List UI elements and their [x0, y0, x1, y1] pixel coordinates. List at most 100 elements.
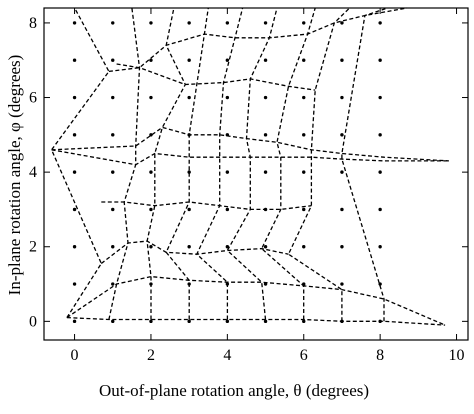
grid-point — [72, 21, 77, 25]
grid-point — [302, 245, 306, 249]
sample-grid-points — [72, 21, 382, 324]
grid-point — [225, 282, 230, 286]
grid-point — [302, 319, 306, 324]
grid-point — [340, 245, 344, 249]
mesh-column-line-5 — [226, 7, 278, 320]
grid-point — [378, 133, 382, 137]
grid-point — [378, 58, 382, 62]
grid-point — [378, 21, 382, 25]
grid-point — [340, 133, 344, 137]
grid-point — [149, 95, 153, 100]
grid-point — [187, 207, 191, 212]
grid-point — [111, 207, 115, 212]
grid-point — [149, 133, 153, 137]
grid-point — [378, 282, 382, 286]
grid-point — [111, 133, 115, 137]
grid-point — [111, 170, 115, 174]
mesh-column-line-4 — [196, 7, 244, 320]
x-tick-label: 0 — [71, 347, 79, 364]
y-tick-label: 8 — [29, 15, 37, 32]
grid-point — [302, 21, 306, 25]
grid-point — [378, 319, 382, 324]
grid-point — [72, 319, 77, 324]
warp-mesh — [50, 7, 449, 326]
grid-point — [72, 133, 77, 137]
mesh-column-line-1 — [108, 7, 141, 320]
grid-point — [225, 133, 230, 137]
grid-point — [263, 319, 268, 324]
grid-point — [302, 282, 306, 286]
grid-point — [302, 207, 306, 212]
axis-ticks: 0 2 4 6 8 10 0 2 4 6 8 — [29, 8, 468, 364]
grid-point — [225, 245, 230, 249]
grid-point — [149, 58, 153, 62]
x-tick-label: 6 — [300, 347, 308, 364]
mesh-row-line-7 — [108, 7, 408, 73]
y-tick-label: 4 — [29, 164, 37, 181]
grid-point — [340, 319, 344, 324]
x-axis-label: Out-of-plane rotation angle, θ (degrees) — [99, 381, 369, 400]
grid-point — [302, 170, 306, 174]
mesh-column-line-2 — [146, 7, 187, 320]
plot-frame — [43, 7, 469, 341]
grid-point — [72, 170, 77, 174]
grid-point — [187, 21, 191, 25]
grid-point — [302, 58, 306, 62]
grid-point — [302, 133, 306, 137]
grid-point — [187, 170, 191, 174]
grid-point — [111, 282, 115, 286]
grid-point — [149, 282, 153, 286]
y-axis-label: In-plane rotation angle, φ (degrees) — [5, 55, 24, 296]
grid-point — [149, 207, 153, 212]
grid-point — [149, 245, 153, 249]
mesh-row-line-1 — [66, 275, 446, 326]
grid-point — [149, 170, 153, 174]
grid-point — [340, 58, 344, 62]
mesh-column-line-8 — [341, 7, 389, 322]
grid-point — [111, 319, 115, 324]
grid-point — [263, 21, 268, 25]
x-tick-label: 8 — [376, 347, 384, 364]
axis-labels: Out-of-plane rotation angle, θ (degrees)… — [5, 55, 369, 400]
grid-point — [263, 95, 268, 100]
mesh-column-line-6 — [260, 7, 316, 320]
grid-point — [340, 282, 344, 286]
grid-point — [340, 207, 344, 212]
grid-point — [72, 245, 77, 249]
grid-point — [72, 282, 77, 286]
y-tick-label: 6 — [29, 90, 37, 107]
grid-point — [225, 58, 230, 62]
grid-point — [111, 245, 115, 249]
mesh-row-line-2 — [100, 240, 289, 265]
grid-point — [263, 245, 268, 249]
grid-point — [263, 58, 268, 62]
grid-point — [187, 282, 191, 286]
grid-point — [72, 58, 77, 62]
x-tick-label: 4 — [223, 347, 231, 364]
mesh-column-line-0 — [50, 7, 110, 318]
grid-point — [187, 58, 191, 62]
grid-point — [340, 95, 344, 100]
grid-point — [225, 207, 230, 212]
grid-point — [72, 95, 77, 100]
grid-point — [225, 95, 230, 100]
grid-point — [111, 58, 115, 62]
grid-point — [378, 170, 382, 174]
grid-point — [263, 207, 268, 212]
mesh-column-line-3 — [165, 7, 209, 320]
mesh-row-line-3 — [101, 201, 312, 211]
grid-point — [187, 95, 191, 100]
grid-point — [225, 170, 230, 174]
grid-point — [378, 245, 382, 249]
grid-point — [378, 95, 382, 100]
grid-point — [149, 21, 153, 25]
grid-point — [111, 21, 115, 25]
grid-point — [302, 95, 306, 100]
grid-point — [263, 282, 268, 286]
y-tick-label: 0 — [29, 313, 37, 330]
mesh-column-line-7 — [287, 7, 351, 322]
grid-point — [187, 133, 191, 137]
grid-point — [263, 170, 268, 174]
grid-point — [225, 21, 230, 25]
